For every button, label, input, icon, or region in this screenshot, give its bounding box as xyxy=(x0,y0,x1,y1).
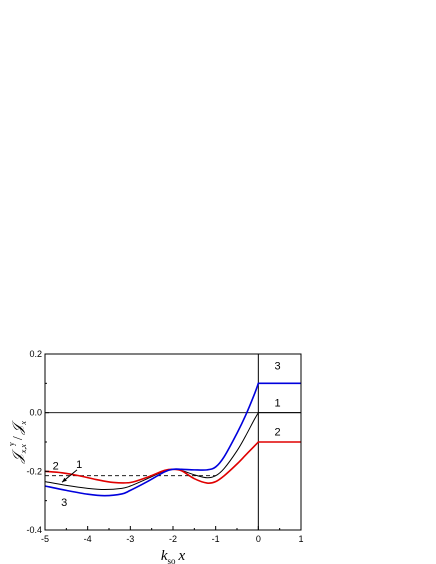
arrow-layer xyxy=(61,469,78,483)
series-2-line xyxy=(44,441,301,485)
y-tick-label: -0.2 xyxy=(26,466,42,476)
x-tick-label: -3 xyxy=(126,534,134,544)
x-tick-label: 1 xyxy=(298,534,303,544)
x-tick-label: -5 xyxy=(41,534,49,544)
axis-ticks xyxy=(44,353,302,531)
series-layer xyxy=(44,382,301,497)
x-tick-label: -2 xyxy=(169,534,177,544)
x-axis-label: kso x xyxy=(161,548,186,564)
curve-label-2: 2 xyxy=(53,460,59,472)
x-tick-label: -4 xyxy=(84,534,92,544)
y-tick-label: -0.4 xyxy=(26,525,42,535)
curve-label-3: 3 xyxy=(274,361,280,373)
x-tick-label: -1 xyxy=(212,534,220,544)
y-tick-label: 0.2 xyxy=(29,349,42,359)
annotation-arrowhead xyxy=(62,477,67,483)
series-1-line xyxy=(44,412,301,491)
series-3-line xyxy=(44,382,301,497)
x-tick-label: 0 xyxy=(256,534,261,544)
curve-label-2: 2 xyxy=(274,427,280,439)
curve-label-1: 1 xyxy=(274,397,280,409)
y-tick-label: 0.0 xyxy=(29,408,42,418)
y-axis-label: 𝒥x,xy/𝒥x xyxy=(7,419,28,464)
annotations: 1 2 3 2 1 3 xyxy=(53,361,281,509)
curve-label-1: 1 xyxy=(76,459,82,471)
curve-label-3: 3 xyxy=(61,497,67,509)
tick-labels: -5 -4 -3 -2 -1 0 1 -0.4 -0.2 0.0 0.2 xyxy=(26,349,303,544)
